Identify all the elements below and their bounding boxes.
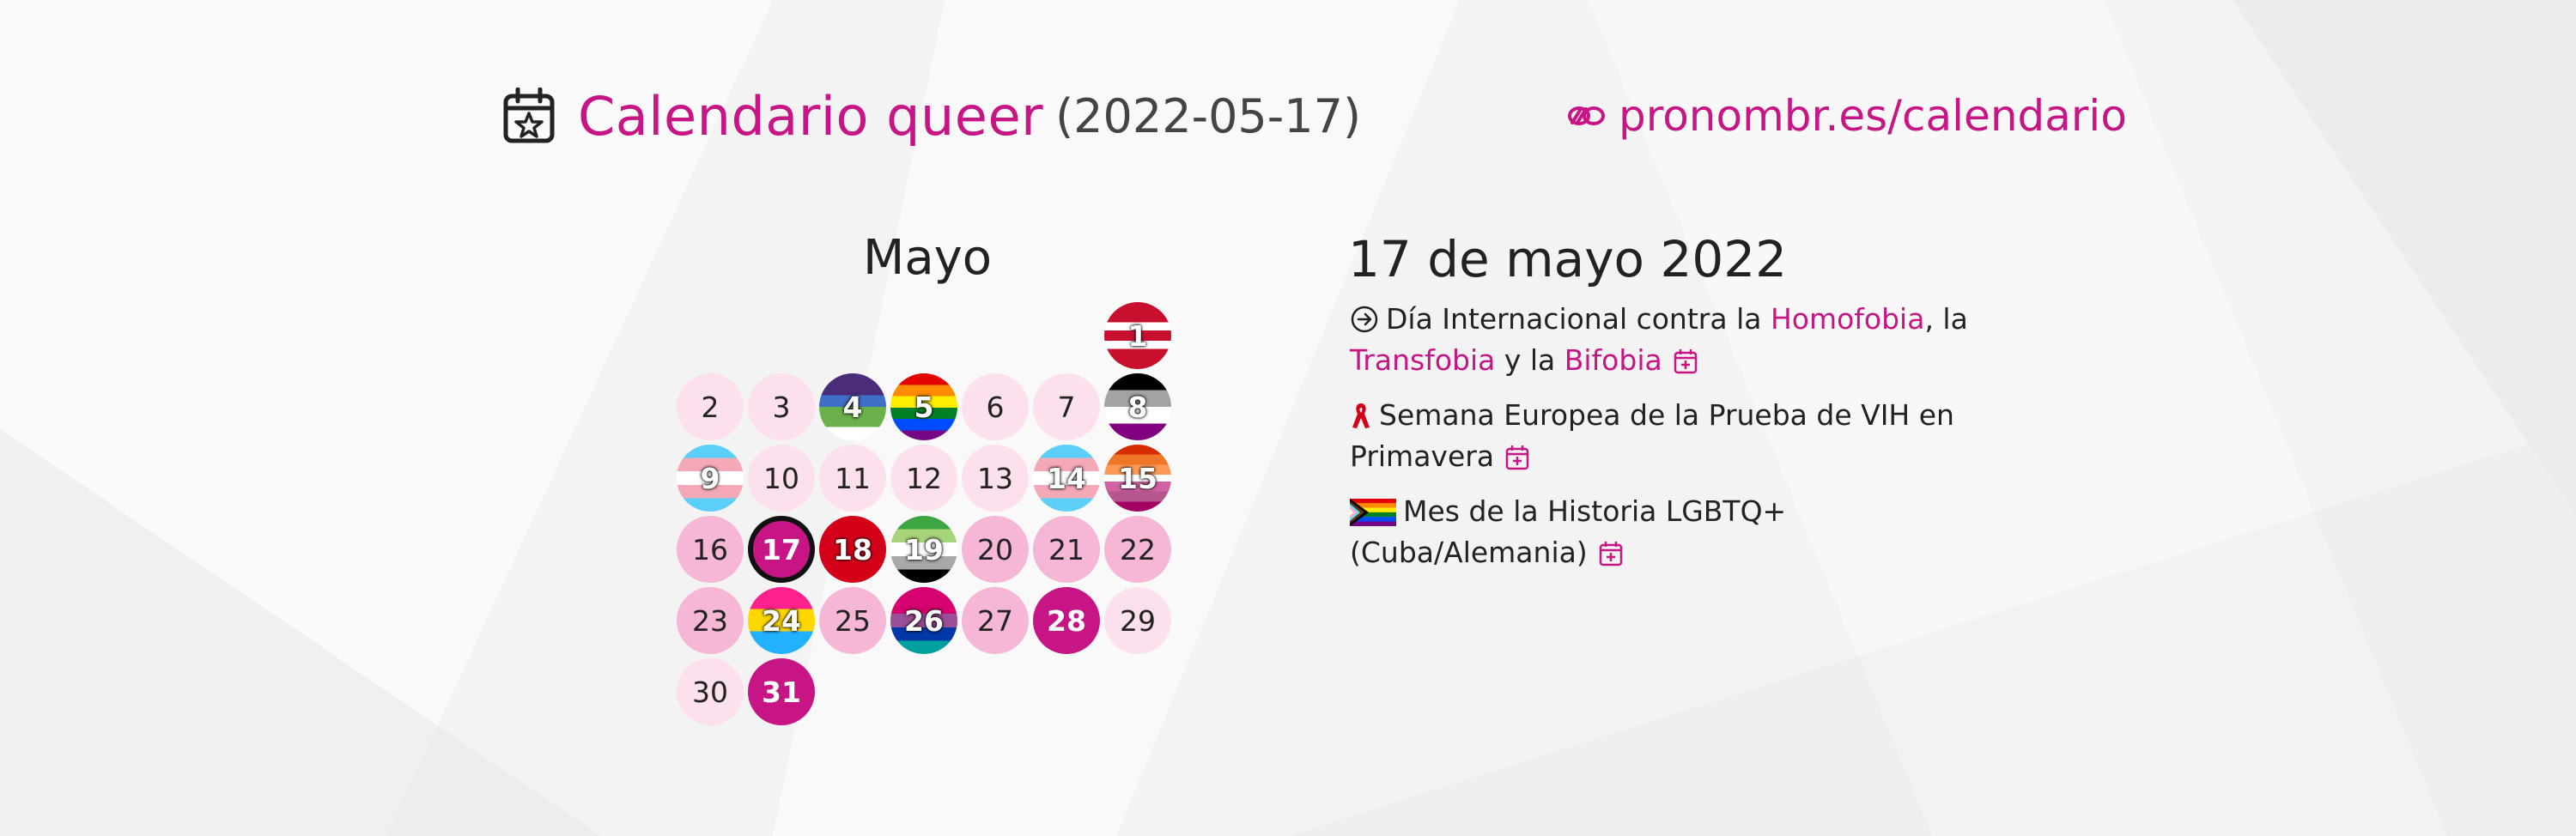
event-item-hiv-testing-week: Semana Europea de la Prueba de VIH en Pr…	[1350, 395, 1968, 477]
calendar-day-29[interactable]: 29	[1104, 587, 1171, 654]
day-flag-background	[748, 587, 815, 654]
calendar-day-number: 26	[904, 603, 944, 638]
pronombres-logo-icon	[1568, 106, 1605, 125]
calendar-day-number: 31	[762, 675, 801, 709]
calendar-day-number: 13	[977, 461, 1013, 495]
calendar-day-number: 9	[700, 461, 720, 495]
selected-date-title: 17 de mayo 2022	[1348, 230, 1788, 288]
page-title: Calendario queer	[578, 84, 1044, 148]
calendar-day-number: 20	[977, 532, 1013, 566]
calendar-day-7[interactable]: 7	[1033, 373, 1100, 440]
day-flag-background	[1104, 302, 1171, 369]
calendar-day-16[interactable]: 16	[677, 516, 744, 583]
calendar-day-11[interactable]: 11	[819, 445, 886, 512]
calendar-day-28[interactable]: 28	[1033, 587, 1100, 654]
calendar-day-number: 22	[1120, 532, 1156, 566]
day-flag-background	[890, 373, 957, 440]
calendar-day-31[interactable]: 31	[748, 658, 815, 725]
calendar-star-icon	[503, 88, 555, 143]
site-link[interactable]: pronombr.es/calendario	[1567, 86, 2127, 146]
calendar-day-18[interactable]: 18	[819, 516, 886, 583]
calendar-day-3[interactable]: 3	[748, 373, 815, 440]
calendar-day-1[interactable]: 1	[1104, 302, 1171, 369]
calendar-day-number: 4	[842, 390, 863, 424]
day-flag-background	[1033, 445, 1100, 512]
calendar-day-25[interactable]: 25	[819, 587, 886, 654]
calendar-day-30[interactable]: 30	[677, 658, 744, 725]
day-flag-background	[890, 587, 957, 654]
calendar-day-21[interactable]: 21	[1033, 516, 1100, 583]
calendar-day-2[interactable]: 2	[677, 373, 744, 440]
calendar-day-26[interactable]: 26	[890, 587, 957, 654]
calendar-day-20[interactable]: 20	[962, 516, 1029, 583]
calendar-day-number: 15	[1118, 461, 1157, 495]
page-header: Calendario queer (2022-05-17)	[502, 82, 1361, 150]
calendar-day-number: 17	[762, 532, 801, 566]
calendar-day-24[interactable]: 24	[748, 587, 815, 654]
calendar-day-13[interactable]: 13	[962, 445, 1029, 512]
calendar-day-17[interactable]: 17	[748, 516, 815, 583]
calendar-day-27[interactable]: 27	[962, 587, 1029, 654]
calendar-day-5[interactable]: 5	[890, 373, 957, 440]
calendar-day-number: 8	[1127, 390, 1148, 424]
event-text: Día Internacional contra la	[1386, 302, 1771, 336]
day-flag-background	[819, 516, 886, 583]
add-to-calendar-icon[interactable]	[1598, 540, 1624, 567]
month-title: Mayo	[863, 230, 993, 286]
calendar-day-number: 25	[835, 603, 871, 638]
calendar-day-4[interactable]: 4	[819, 373, 886, 440]
calendar-day-8[interactable]: 8	[1104, 373, 1171, 440]
add-to-calendar-icon[interactable]	[1673, 348, 1698, 375]
arrow-circle-icon	[1351, 306, 1378, 333]
calendar-day-number: 28	[1047, 603, 1086, 638]
day-flag-background	[677, 445, 744, 512]
event-item-lgbtq-history-month: Mes de la Historia LGBTQ+ (Cuba/Alemania…	[1350, 491, 1968, 573]
bifobia-link[interactable]: Bifobia	[1564, 343, 1662, 377]
calendar-day-12[interactable]: 12	[890, 445, 957, 512]
event-text: Semana Europea de la Prueba de VIH en Pr…	[1350, 398, 1954, 473]
calendar-day-number: 24	[762, 603, 801, 638]
calendar-day-23[interactable]: 23	[677, 587, 744, 654]
calendar-day-number: 3	[772, 390, 791, 424]
calendar-day-number: 1	[1127, 318, 1148, 353]
site-url[interactable]: pronombr.es/calendario	[1619, 91, 2127, 141]
add-to-calendar-icon[interactable]	[1504, 444, 1530, 471]
calendar-day-number: 30	[692, 675, 728, 709]
calendar-day-14[interactable]: 14	[1033, 445, 1100, 512]
calendar-day-number: 14	[1047, 461, 1086, 495]
homofobia-link[interactable]: Homofobia	[1770, 302, 1925, 336]
calendar-day-number: 7	[1057, 390, 1076, 424]
red-ribbon-icon	[1352, 403, 1370, 428]
calendar-day-number: 10	[763, 461, 799, 495]
calendar-day-number: 6	[986, 390, 1005, 424]
calendar-day-number: 27	[977, 603, 1013, 638]
calendar-day-10[interactable]: 10	[748, 445, 815, 512]
calendar-day-9[interactable]: 9	[677, 445, 744, 512]
calendar-day-number: 19	[904, 532, 944, 566]
event-item-idahobit: Día Internacional contra la Homofobia, l…	[1350, 299, 1968, 381]
calendar-day-19[interactable]: 19	[890, 516, 957, 583]
transfobia-link[interactable]: Transfobia	[1350, 343, 1496, 377]
calendar-day-22[interactable]: 22	[1104, 516, 1171, 583]
event-text: y la	[1495, 343, 1564, 377]
calendar-day-number: 16	[692, 532, 728, 566]
page-date: (2022-05-17)	[1055, 88, 1362, 143]
calendar-day-number: 21	[1048, 532, 1084, 566]
calendar-day-number: 29	[1120, 603, 1156, 638]
calendar-day-number: 18	[833, 532, 872, 566]
calendar-day-number: 11	[835, 461, 871, 495]
calendar-day-6[interactable]: 6	[962, 373, 1029, 440]
calendar-day-number: 2	[701, 390, 720, 424]
day-flag-background	[1104, 445, 1171, 512]
calendar-day-number: 12	[906, 461, 942, 495]
event-text: , la	[1924, 302, 1968, 336]
day-flag-background	[1104, 373, 1171, 440]
progress-pride-flag-icon	[1350, 499, 1396, 526]
day-flag-background	[890, 516, 957, 583]
event-text: Mes de la Historia LGBTQ+ (Cuba/Alemania…	[1350, 494, 1787, 569]
calendar-day-15[interactable]: 15	[1104, 445, 1171, 512]
calendar-day-number: 23	[692, 603, 728, 638]
calendar-day-number: 5	[914, 390, 934, 424]
day-flag-background	[819, 373, 886, 440]
